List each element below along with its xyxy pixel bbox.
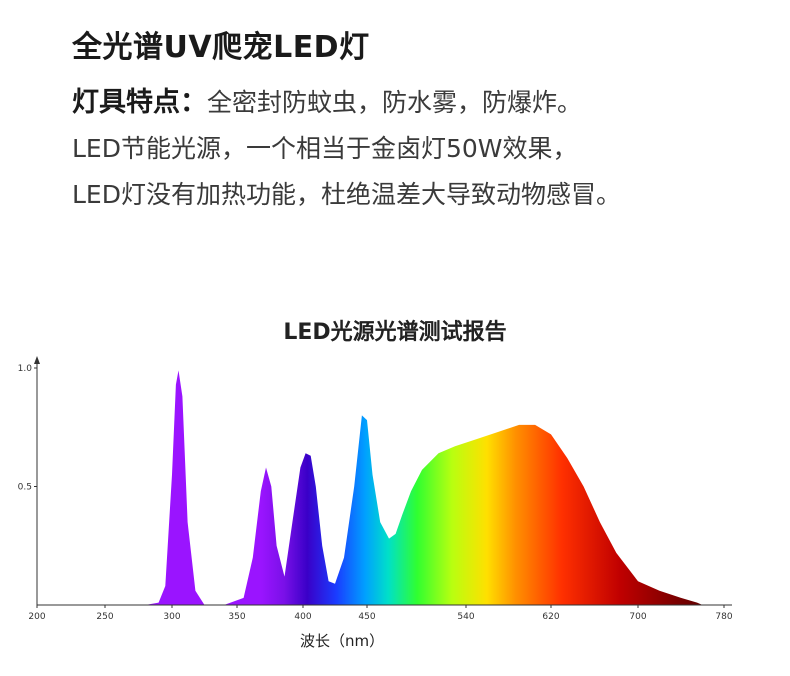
x-tick-label: 400 [294, 612, 311, 622]
feature-line-1: 灯具特点：全密封防蚊虫，防水雾，防爆炸。 [72, 80, 782, 126]
product-title: 全光谱UV爬宠LED灯 [72, 30, 370, 65]
x-tick-label: 450 [358, 612, 375, 622]
x-tick-label: 300 [163, 612, 180, 622]
spectrum-area [145, 370, 724, 605]
x-tick-label: 540 [457, 612, 474, 622]
y-tick-label: 0.5 [18, 483, 32, 493]
x-axis-label: 波长（nm） [300, 632, 385, 650]
chart-title: LED光源光谱测试报告 [283, 320, 507, 345]
x-tick-label: 700 [629, 612, 646, 622]
x-tick-label: 780 [715, 612, 732, 622]
feature-line-3: LED灯没有加热功能，杜绝温差大导致动物感冒。 [72, 180, 621, 209]
x-tick-label: 620 [542, 612, 559, 622]
features-text: 全密封防蚊虫，防水雾，防爆炸。 [207, 88, 583, 117]
x-tick-label: 200 [28, 612, 45, 622]
spectrum-chart: 200 250 300 350 400 450 540 620 700 780 0.5 1.0 [18, 356, 733, 622]
y-tick-label: 1.0 [18, 364, 33, 374]
features-label: 灯具特点： [72, 87, 207, 118]
feature-block: 灯具特点：全密封防蚊虫，防水雾，防爆炸。 LED节能光源，一个相当于金卤灯50W… [72, 80, 782, 218]
x-tick-label: 250 [96, 612, 113, 622]
x-tick-label: 350 [228, 612, 245, 622]
y-axis-arrow-icon [34, 356, 40, 364]
feature-line-2: LED节能光源，一个相当于金卤灯50W效果， [72, 134, 578, 163]
